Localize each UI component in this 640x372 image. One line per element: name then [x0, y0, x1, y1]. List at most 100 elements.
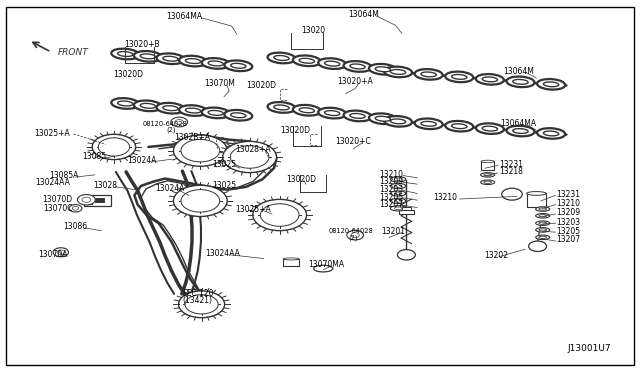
Ellipse shape	[140, 103, 156, 108]
Ellipse shape	[539, 222, 547, 224]
Ellipse shape	[543, 82, 559, 87]
Ellipse shape	[452, 74, 467, 79]
Ellipse shape	[225, 61, 252, 71]
Ellipse shape	[484, 181, 492, 183]
Text: 13202: 13202	[484, 251, 508, 260]
Ellipse shape	[536, 214, 550, 218]
Circle shape	[185, 295, 218, 314]
Text: 13201: 13201	[381, 227, 406, 236]
Text: (2): (2)	[167, 127, 176, 134]
Ellipse shape	[537, 128, 565, 139]
Circle shape	[181, 190, 220, 212]
Circle shape	[99, 138, 129, 156]
Circle shape	[105, 142, 123, 152]
Circle shape	[230, 146, 269, 168]
Text: 13024AA: 13024AA	[35, 178, 70, 187]
Ellipse shape	[445, 71, 473, 82]
Ellipse shape	[476, 124, 504, 134]
Ellipse shape	[481, 180, 495, 185]
Ellipse shape	[415, 69, 443, 80]
Ellipse shape	[202, 108, 230, 118]
Text: 13210: 13210	[433, 193, 457, 202]
Circle shape	[269, 209, 291, 221]
Ellipse shape	[506, 77, 534, 87]
Text: 13205: 13205	[380, 193, 404, 202]
Ellipse shape	[157, 103, 184, 113]
Ellipse shape	[157, 54, 184, 64]
Ellipse shape	[390, 177, 406, 182]
Ellipse shape	[375, 67, 390, 72]
Ellipse shape	[476, 74, 504, 85]
Ellipse shape	[274, 105, 289, 110]
Circle shape	[53, 248, 68, 257]
Circle shape	[72, 206, 79, 210]
Ellipse shape	[390, 198, 406, 203]
Ellipse shape	[390, 191, 406, 196]
Text: 13064MA: 13064MA	[500, 119, 536, 128]
Ellipse shape	[394, 178, 402, 180]
Ellipse shape	[299, 58, 314, 63]
Ellipse shape	[134, 51, 162, 62]
Bar	[283, 259, 300, 266]
Ellipse shape	[482, 126, 497, 131]
Ellipse shape	[299, 108, 314, 113]
Text: 13028+A: 13028+A	[235, 145, 271, 154]
Text: 13028: 13028	[93, 181, 118, 190]
Ellipse shape	[230, 113, 246, 118]
Text: 13070D: 13070D	[42, 195, 73, 203]
Ellipse shape	[452, 124, 467, 129]
Text: 08120-64028: 08120-64028	[143, 121, 188, 126]
Ellipse shape	[118, 52, 133, 57]
Text: 13207: 13207	[556, 235, 580, 244]
Ellipse shape	[202, 58, 230, 69]
Ellipse shape	[390, 70, 406, 74]
Ellipse shape	[536, 235, 550, 240]
Circle shape	[77, 195, 95, 205]
Text: 13024AA: 13024AA	[205, 249, 240, 258]
Ellipse shape	[384, 116, 412, 126]
Text: 13020D: 13020D	[281, 126, 310, 135]
Ellipse shape	[324, 110, 340, 116]
Bar	[84, 195, 111, 206]
Ellipse shape	[369, 64, 397, 75]
Ellipse shape	[390, 206, 406, 211]
Ellipse shape	[394, 199, 402, 202]
Text: 13025+A: 13025+A	[235, 205, 271, 214]
Bar	[82, 196, 92, 204]
Circle shape	[57, 250, 65, 254]
Ellipse shape	[543, 131, 559, 136]
Text: 13020+A: 13020+A	[337, 77, 373, 86]
Circle shape	[92, 134, 136, 160]
Ellipse shape	[163, 56, 178, 61]
Ellipse shape	[283, 258, 300, 260]
Ellipse shape	[537, 79, 565, 90]
Ellipse shape	[482, 77, 497, 82]
Ellipse shape	[539, 208, 547, 210]
Ellipse shape	[293, 55, 321, 66]
Bar	[56, 248, 65, 256]
Ellipse shape	[179, 56, 207, 66]
Ellipse shape	[134, 100, 162, 111]
Text: SEC.120: SEC.120	[182, 289, 214, 298]
Text: (13421): (13421)	[182, 296, 212, 305]
Text: 13203: 13203	[380, 185, 404, 194]
Text: 13209: 13209	[380, 177, 404, 186]
Ellipse shape	[118, 101, 133, 106]
Text: 13064M: 13064M	[348, 10, 379, 19]
Ellipse shape	[415, 119, 443, 129]
Text: 13210: 13210	[556, 199, 580, 208]
Ellipse shape	[394, 207, 402, 209]
Text: 08120-64028: 08120-64028	[328, 228, 373, 234]
Ellipse shape	[318, 108, 346, 118]
Ellipse shape	[375, 116, 390, 121]
Circle shape	[347, 230, 364, 240]
Text: 13231: 13231	[556, 190, 580, 199]
Circle shape	[82, 197, 91, 202]
Ellipse shape	[445, 121, 473, 131]
Circle shape	[189, 144, 211, 157]
Circle shape	[181, 140, 220, 162]
Text: 13020: 13020	[301, 26, 326, 35]
Circle shape	[502, 188, 522, 200]
Ellipse shape	[390, 119, 406, 124]
Ellipse shape	[179, 105, 207, 116]
